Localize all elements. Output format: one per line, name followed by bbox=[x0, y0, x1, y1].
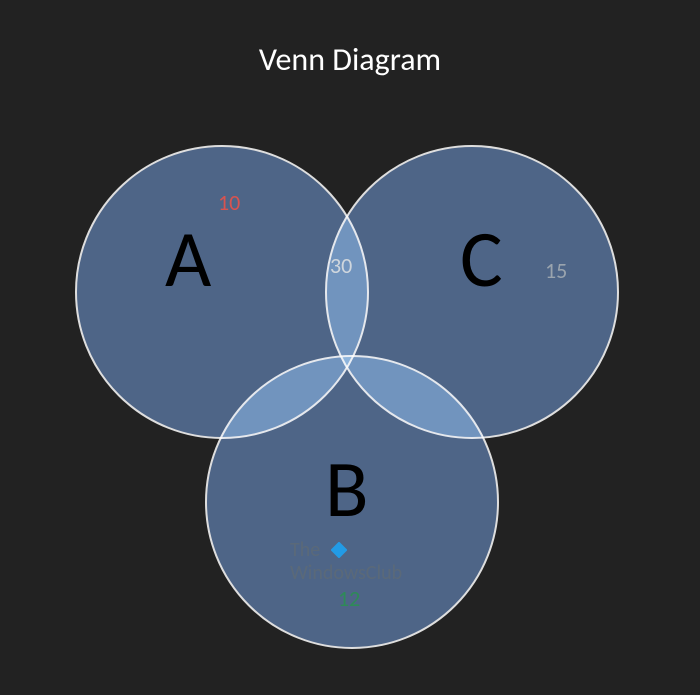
value-a-only: 10 bbox=[218, 192, 240, 214]
set-label-b: B bbox=[325, 450, 369, 530]
watermark-line2: WindowsClub bbox=[290, 561, 402, 585]
value-a-and-c: 30 bbox=[330, 255, 352, 277]
set-label-a: A bbox=[165, 220, 211, 300]
watermark: The WindowsClub bbox=[290, 540, 402, 584]
watermark-accent-icon bbox=[331, 542, 347, 563]
value-b-only: 12 bbox=[338, 588, 360, 610]
watermark-line1: The bbox=[290, 538, 320, 562]
diagram-stage: Venn Diagram A C B 10 15 12 30 The Windo… bbox=[0, 0, 700, 695]
set-label-c: C bbox=[460, 220, 503, 300]
diagram-title: Venn Diagram bbox=[0, 40, 700, 79]
value-c-only: 15 bbox=[545, 260, 567, 282]
